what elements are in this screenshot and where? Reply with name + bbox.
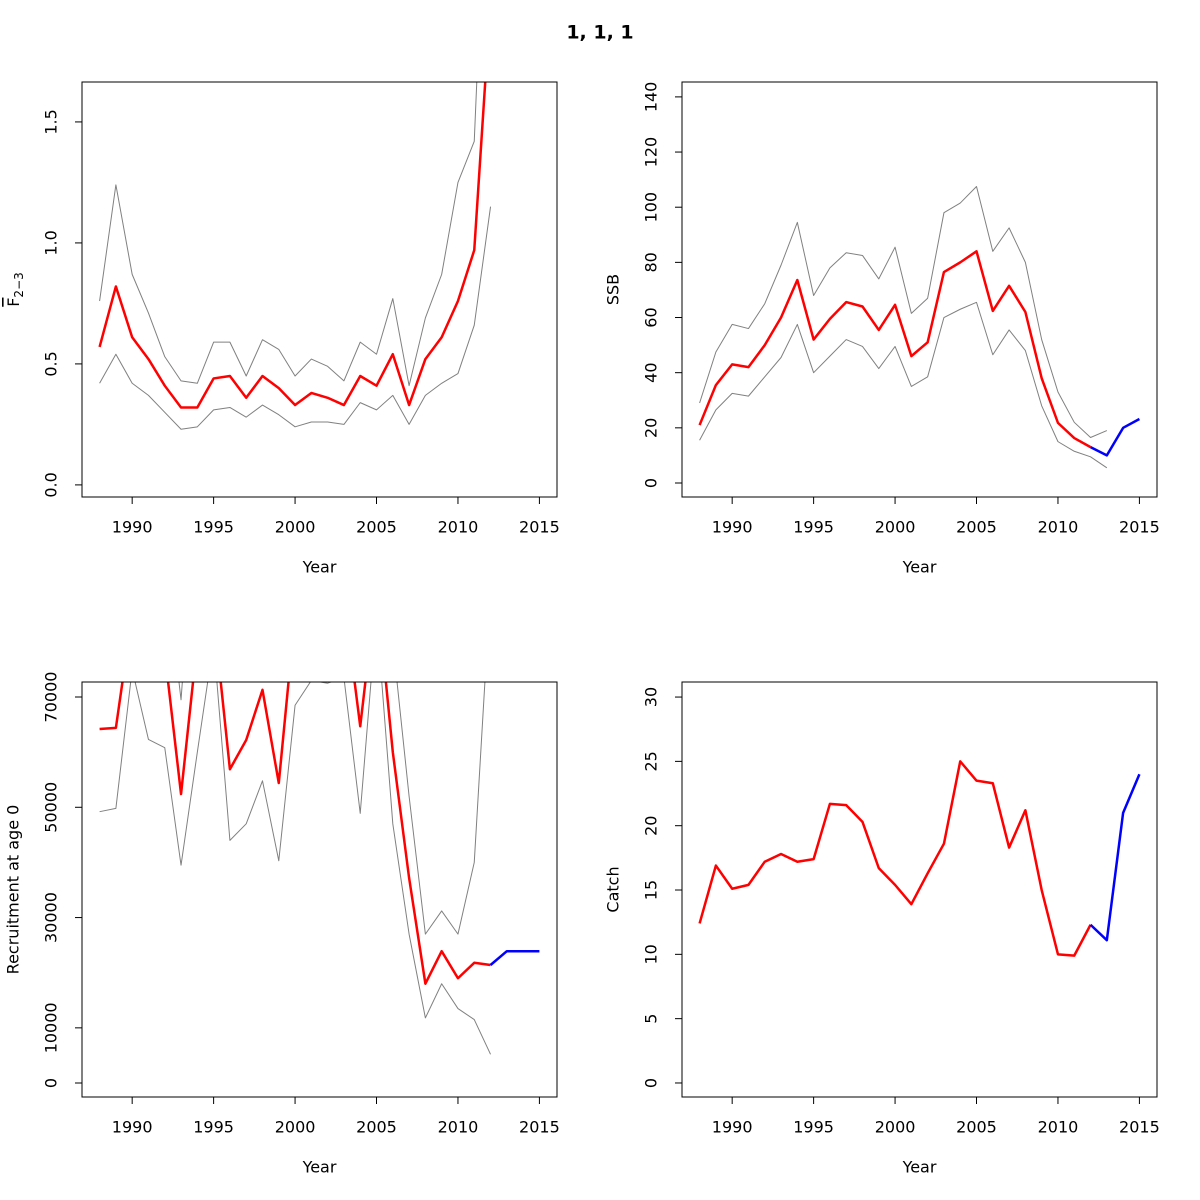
y-tick-label: 70000 bbox=[42, 672, 61, 723]
data-line bbox=[178, 682, 486, 935]
y-tick-label: 100 bbox=[642, 192, 661, 223]
data-line bbox=[698, 250, 1092, 449]
x-tick-label: 2015 bbox=[519, 518, 560, 537]
y-tick-label: 20 bbox=[642, 816, 661, 836]
data-line bbox=[99, 206, 492, 430]
data-line bbox=[99, 682, 491, 1055]
plot-area bbox=[98, 82, 492, 430]
y-axis-title: SSB bbox=[604, 274, 623, 305]
x-tick-label: 1995 bbox=[193, 518, 234, 537]
plot-box bbox=[81, 81, 558, 498]
x-tick-label: 2000 bbox=[875, 1118, 916, 1137]
data-line bbox=[99, 82, 478, 387]
x-axis-title: Year bbox=[302, 558, 337, 577]
panel: 1990 1995 2000 2005 2010 2015 0 10000 30000 50000… bbox=[4, 672, 560, 1177]
y-tick-label: 0 bbox=[42, 1078, 61, 1088]
x-tick-label: 1990 bbox=[112, 1118, 153, 1137]
data-line bbox=[489, 949, 540, 966]
x-tick-label: 2010 bbox=[1038, 1118, 1079, 1137]
y-tick-label: 30000 bbox=[42, 892, 61, 943]
x-tick-label: 1995 bbox=[793, 1118, 834, 1137]
data-line bbox=[699, 186, 1108, 438]
x-tick-label: 2005 bbox=[956, 1118, 997, 1137]
x-tick-label: 1990 bbox=[112, 518, 153, 537]
data-line bbox=[98, 82, 487, 409]
y-axis-title: F2−3 bbox=[4, 272, 26, 307]
x-tick-label: 2000 bbox=[875, 518, 916, 537]
y-tick-label: 15 bbox=[642, 880, 661, 900]
y-axis-title: Catch bbox=[604, 866, 623, 912]
x-tick-label: 1995 bbox=[193, 1118, 234, 1137]
x-axis-title: Year bbox=[902, 558, 937, 577]
x-axis-title: Year bbox=[902, 1158, 937, 1177]
plot-box bbox=[681, 81, 1158, 498]
y-tick-label: 1.0 bbox=[42, 230, 61, 255]
y-tick-label: 80 bbox=[642, 252, 661, 272]
y-axis-title-sub: 2−3 bbox=[12, 272, 26, 297]
data-line bbox=[699, 301, 1108, 469]
x-tick-label: 2005 bbox=[356, 518, 397, 537]
y-tick-label: 140 bbox=[642, 82, 661, 113]
panel: 1990 1995 2000 2005 2010 2015 0.0 0.5 1.0 1.5 Year… bbox=[4, 81, 560, 577]
plot-area bbox=[698, 186, 1141, 469]
data-line bbox=[1089, 773, 1141, 942]
x-tick-label: 2000 bbox=[275, 518, 316, 537]
data-line bbox=[698, 760, 1092, 957]
panel: 1990 1995 2000 2005 2010 2015 0 5 10 15 20 25 30 Year… bbox=[604, 681, 1160, 1177]
plot-area bbox=[99, 682, 540, 1055]
y-tick-label: 30 bbox=[642, 687, 661, 707]
x-tick-label: 2005 bbox=[956, 518, 997, 537]
figure-title: 1, 1, 1 bbox=[566, 22, 633, 44]
y-tick-label: 50000 bbox=[42, 782, 61, 833]
x-tick-label: 2000 bbox=[275, 1118, 316, 1137]
panel: 1990 1995 2000 2005 2010 2015 0 20 40 60 80 100 120 1… bbox=[604, 81, 1160, 577]
x-tick-label: 1990 bbox=[712, 1118, 753, 1137]
y-tick-label: 10000 bbox=[42, 1002, 61, 1053]
x-tick-label: 2010 bbox=[438, 1118, 479, 1137]
plot-box bbox=[81, 681, 558, 1098]
x-tick-label: 2005 bbox=[356, 1118, 397, 1137]
y-tick-label: 10 bbox=[642, 944, 661, 964]
x-tick-label: 2015 bbox=[1119, 518, 1160, 537]
y-tick-label: 20 bbox=[642, 418, 661, 438]
y-tick-label: 60 bbox=[642, 307, 661, 327]
y-tick-label: 40 bbox=[642, 362, 661, 382]
data-line bbox=[99, 682, 491, 985]
y-tick-label: 1.5 bbox=[42, 109, 61, 134]
y-tick-label: 0 bbox=[642, 478, 661, 488]
y-axis-title: Recruitment at age 0 bbox=[4, 805, 23, 975]
y-tick-label: 0.5 bbox=[42, 351, 61, 376]
x-tick-label: 2010 bbox=[1038, 518, 1079, 537]
y-tick-label: 25 bbox=[642, 751, 661, 771]
y-tick-label: 120 bbox=[642, 137, 661, 168]
x-tick-label: 2010 bbox=[438, 518, 479, 537]
plot-area bbox=[698, 760, 1141, 957]
y-axis-title-main: F bbox=[4, 298, 23, 307]
x-tick-label: 1990 bbox=[712, 518, 753, 537]
y-tick-label: 0.0 bbox=[42, 472, 61, 497]
x-axis-title: Year bbox=[302, 1158, 337, 1177]
data-line bbox=[1089, 417, 1141, 457]
x-tick-label: 2015 bbox=[519, 1118, 560, 1137]
x-tick-label: 1995 bbox=[793, 518, 834, 537]
y-tick-label: 5 bbox=[642, 1014, 661, 1024]
y-tick-label: 0 bbox=[642, 1078, 661, 1088]
x-tick-label: 2015 bbox=[1119, 1118, 1160, 1137]
